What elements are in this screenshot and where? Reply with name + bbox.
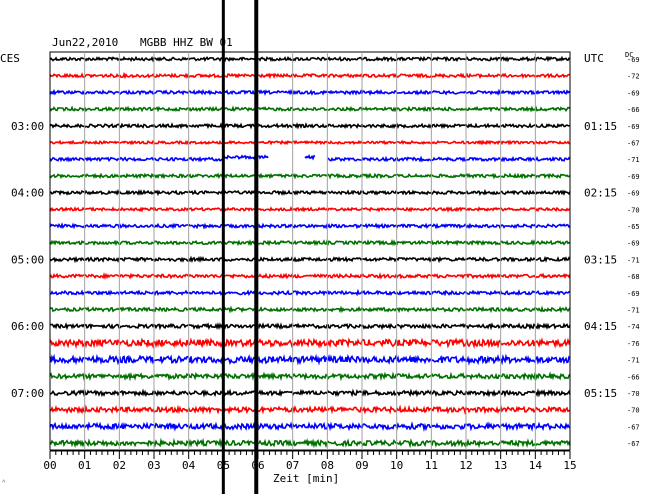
dc-offset-label: -70 [627, 407, 640, 415]
seismic-trace [49, 388, 571, 398]
dc-offset-label: -74 [627, 323, 640, 331]
x-tick-label: 15 [563, 459, 576, 472]
plot-labels: 00010203040506070809101112131415-69-72-6… [11, 56, 640, 472]
x-tick-label: 04 [182, 459, 196, 472]
dc-offset-label: -70 [627, 206, 640, 214]
seismic-trace [49, 55, 571, 63]
dc-offset-label: -71 [627, 357, 640, 365]
seismic-trace [49, 71, 570, 80]
dc-offset-label: -71 [627, 156, 640, 164]
right-time-label: 05:15 [584, 387, 617, 400]
plot-frame [49, 51, 571, 451]
x-tick-label: 11 [425, 459, 438, 472]
seismic-trace [49, 172, 571, 180]
seismogram-traces [49, 55, 571, 449]
x-tick-label: 13 [494, 459, 507, 472]
right-time-label: 01:15 [584, 120, 617, 133]
seismic-trace [49, 188, 571, 197]
dc-offset-label: -69 [627, 290, 640, 298]
dc-offset-label: -67 [627, 423, 640, 431]
right-time-label: 03:15 [584, 253, 617, 266]
seismic-trace [49, 305, 571, 314]
left-time-label: 04:00 [11, 187, 44, 200]
left-time-label: 06:00 [11, 320, 44, 333]
x-tick-label: 07 [286, 459, 299, 472]
x-tick-label: 10 [390, 459, 403, 472]
dc-offset-label: -67 [627, 140, 640, 148]
dc-offset-label: -67 [627, 440, 640, 448]
seismic-trace [49, 272, 571, 281]
x-tick-label: 12 [459, 459, 472, 472]
seismic-trace [49, 153, 571, 163]
corner-mark: ˄ [2, 478, 6, 485]
dc-offset-label: -69 [627, 173, 640, 181]
seismic-trace [49, 139, 570, 146]
header-date: Jun22,2010 [52, 36, 118, 49]
x-tick-label: 14 [529, 459, 543, 472]
dc-offset-label: -69 [627, 123, 640, 131]
dc-offset-label: -72 [627, 73, 640, 81]
event-markers [221, 0, 259, 494]
x-axis-label: Zeit [min] [273, 472, 339, 485]
left-time-label: 03:00 [11, 120, 44, 133]
seismic-trace [49, 222, 571, 230]
x-tick-label: 08 [321, 459, 334, 472]
right-zone-label: UTC [584, 52, 604, 65]
seismic-trace [49, 206, 571, 213]
right-time-label: 04:15 [584, 320, 617, 333]
dc-offset-label: -69 [627, 89, 640, 97]
seismic-trace [49, 238, 571, 247]
x-tick-label: 02 [113, 459, 126, 472]
dc-offset-label: -71 [627, 307, 640, 315]
dc-offset-label: -76 [627, 340, 640, 348]
dc-offset-label: -70 [627, 390, 640, 398]
dc-offset-label: -68 [627, 273, 640, 281]
plot-grid [49, 51, 571, 459]
seismic-trace [49, 353, 571, 366]
dc-offset-label: -69 [627, 190, 640, 198]
dc-label: DC [625, 51, 633, 59]
left-zone-label: CES [0, 52, 20, 65]
x-tick-label: 03 [147, 459, 160, 472]
dc-offset-label: -69 [627, 56, 640, 64]
seismic-trace [49, 122, 571, 130]
dc-offset-label: -69 [627, 240, 640, 248]
seismic-trace [49, 322, 571, 331]
dc-offset-label: -66 [627, 373, 640, 381]
dc-offset-label: -65 [627, 223, 640, 231]
left-time-label: 05:00 [11, 253, 44, 266]
seismic-trace [49, 437, 571, 449]
seismic-trace [49, 88, 571, 97]
dc-offset-label: -71 [627, 256, 640, 264]
x-tick-label: 09 [355, 459, 368, 472]
x-tick-label: 01 [78, 459, 91, 472]
dc-offset-label: -66 [627, 106, 640, 114]
seismic-trace [49, 255, 571, 264]
right-time-label: 02:15 [584, 187, 617, 200]
seismic-trace [49, 337, 571, 350]
seismic-trace [49, 105, 571, 113]
seismic-trace [49, 421, 571, 433]
x-tick-label: 00 [43, 459, 56, 472]
header-station: MGBB HHZ BW 01 [140, 36, 233, 49]
left-time-label: 07:00 [11, 387, 44, 400]
seismic-trace [49, 404, 571, 416]
seismic-trace [49, 371, 571, 382]
seismic-trace [49, 288, 571, 297]
